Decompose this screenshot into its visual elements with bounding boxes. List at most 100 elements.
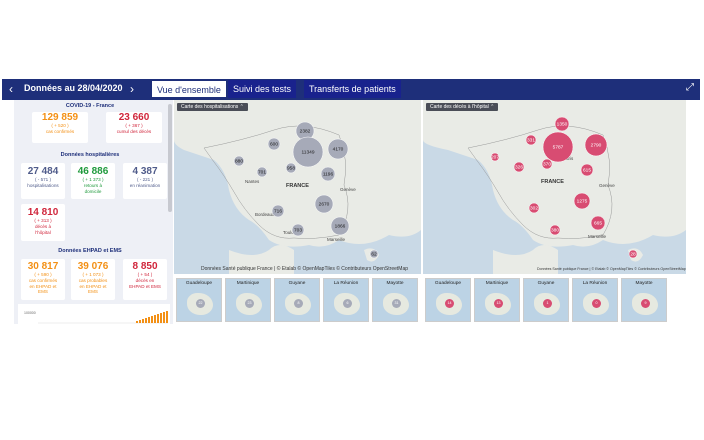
tab-transferts-patients[interactable]: Transferts de patients — [304, 80, 401, 98]
hosp-bubble[interactable]: 11349 — [292, 136, 324, 168]
deaths-bubble[interactable]: 1275 — [573, 192, 591, 210]
deaths-map[interactable]: Carte des décès à l'hôpital ⌃ FRANCE Par… — [423, 100, 686, 274]
deaths-dom-reunion[interactable]: La Réunion 0 — [572, 278, 618, 322]
hosp-bubble[interactable]: 4170 — [327, 138, 349, 160]
deaths-bubble[interactable]: 5787 — [542, 131, 574, 163]
dom-label: Guadeloupe — [434, 281, 462, 286]
deaths-card: 23 660 ( + 367 ) cumul des décès — [106, 112, 162, 143]
returned-delta: ( + 1 373 ) — [82, 177, 104, 182]
hosp-city-geneve: Genève — [340, 187, 356, 192]
svg-text:2790: 2790 — [591, 142, 602, 148]
hospital-section-title: Données hospitalières — [60, 152, 120, 158]
hosp-dom-guyane[interactable]: Guyane 8 — [274, 278, 320, 322]
dom-bubble: 1 — [543, 299, 552, 308]
hosp-city-nantes: Nantes — [245, 179, 260, 184]
ehpad-deaths-label-1: décès en — [135, 278, 155, 283]
deaths-dom-guyane[interactable]: Guyane 1 — [523, 278, 569, 322]
deaths-country-label: FRANCE — [541, 179, 564, 185]
deaths-map-toggle-button[interactable]: Carte des décès à l'hôpital ⌃ — [426, 103, 499, 111]
tab-vue-ensemble[interactable]: Vue d'ensemble — [151, 80, 227, 98]
deaths-bubble[interactable]: 2790 — [584, 133, 608, 157]
ehpad-deaths-value: 8 850 — [132, 261, 158, 272]
deaths-dom-martinique[interactable]: Martinique 13 — [474, 278, 520, 322]
hosp-country-label: FRANCE — [286, 183, 309, 189]
svg-text:2670: 2670 — [319, 201, 330, 207]
hosp-dom-guadeloupe[interactable]: Guadeloupe 22 — [176, 278, 222, 322]
deaths-map-attribution: Données Santé publique France | © Etalab… — [537, 267, 686, 271]
expand-icon[interactable]: ⤢ — [686, 82, 694, 93]
icu-value: 4 387 — [132, 166, 158, 177]
deaths-bubble[interactable]: 380 — [549, 224, 561, 236]
hosp-bubble[interactable]: 62 — [369, 249, 379, 259]
svg-text:380: 380 — [551, 227, 559, 233]
hosp-bubble[interactable]: 880 — [233, 155, 245, 167]
next-date-arrow-icon[interactable]: › — [130, 82, 134, 96]
stats-panel: COVID-19 - France 129 859 ( + 520 ) cas … — [14, 100, 173, 324]
icu-label: en réanimation — [129, 183, 161, 188]
deaths-bubble[interactable]: 207 — [490, 152, 499, 162]
ehpad-deaths-card: 8 850 ( + 54 ) décès en EHPAD et EMS — [123, 259, 167, 300]
hospital-deaths-delta: ( + 313 ) — [34, 218, 52, 223]
icu-card: 4 387 ( - 221 ) en réanimation — [123, 163, 167, 199]
ehpad-confirmed-delta: ( + 590 ) — [34, 272, 52, 277]
hosp-bubble[interactable]: 958 — [285, 162, 297, 174]
returned-label-1: retours à — [83, 183, 103, 188]
svg-text:600: 600 — [270, 141, 278, 147]
hosp-dom-reunion[interactable]: La Réunion 6 — [323, 278, 369, 322]
covid-section-title: COVID-19 - France — [65, 103, 115, 109]
hospitalisations-map[interactable]: Carte des hospitalisations ⌃ FRANCE Pari… — [174, 100, 421, 274]
hospital-deaths-card: 14 810 ( + 313 ) décès à l'hôpital — [21, 204, 65, 241]
hosp-bubble[interactable]: 703 — [291, 223, 305, 237]
svg-text:302: 302 — [530, 205, 538, 211]
deaths-bubble[interactable]: 302 — [528, 202, 540, 214]
deaths-dom-guadeloupe[interactable]: Guadeloupe 14 — [425, 278, 471, 322]
svg-text:2382: 2382 — [300, 128, 311, 134]
svg-text:701: 701 — [258, 169, 266, 175]
hosp-bubble[interactable]: 1866 — [330, 216, 350, 236]
deaths-bubble[interactable]: 370 — [541, 158, 553, 170]
svg-text:716: 716 — [274, 208, 282, 214]
hosp-bubble[interactable]: 716 — [271, 204, 285, 218]
ehpad-probable-card: 39 076 ( + 1 073 ) cas probables en EHPA… — [71, 259, 115, 300]
dom-bubble: 13 — [494, 299, 503, 308]
hosp-bubble[interactable]: 2670 — [314, 194, 334, 214]
confirmed-cases-card: 129 859 ( + 520 ) cas confirmés — [32, 112, 88, 143]
hosp-bubble[interactable]: 701 — [256, 166, 268, 178]
svg-text:1196: 1196 — [323, 171, 334, 177]
hosp-dom-mayotte[interactable]: Mayotte 31 — [372, 278, 418, 322]
dom-bubble: 8 — [294, 299, 303, 308]
dom-bubble: 14 — [445, 299, 454, 308]
ehpad-confirmed-label-1: cas confirmés — [28, 278, 58, 283]
ehpad-deaths-label-2: EHPAD et EMS — [129, 283, 161, 289]
dom-bubble: 22 — [196, 299, 205, 308]
tab-suivi-tests[interactable]: Suivi des tests — [228, 80, 297, 98]
ehpad-trend-chart: 100000 — [18, 304, 170, 324]
ehpad-probable-label-2: en EHPAD et — [79, 283, 107, 289]
svg-text:28: 28 — [630, 251, 636, 257]
hospitalisations-map-toggle-button[interactable]: Carte des hospitalisations ⌃ — [177, 103, 248, 111]
ehpad-probable-delta: ( + 1 073 ) — [82, 272, 104, 277]
hospitalized-label: hospitalisations — [27, 183, 59, 188]
svg-text:62: 62 — [371, 251, 377, 257]
dom-label: Mayotte — [386, 281, 404, 286]
dom-bubble: 6 — [343, 299, 352, 308]
stats-panel-scrollbar[interactable] — [168, 104, 172, 212]
svg-text:615: 615 — [583, 167, 591, 173]
hosp-bubble[interactable]: 1196 — [320, 166, 336, 182]
deaths-bubble[interactable]: 1350 — [554, 116, 570, 132]
hosp-bubble[interactable]: 600 — [267, 137, 281, 151]
deaths-dom-mayotte[interactable]: Mayotte 9 — [621, 278, 667, 322]
previous-date-arrow-icon[interactable]: ‹ — [9, 82, 13, 96]
deaths-bubble[interactable]: 28 — [628, 249, 638, 259]
deaths-bubble[interactable]: 326 — [513, 161, 525, 173]
hosp-dom-martinique[interactable]: Martinique 23 — [225, 278, 271, 322]
svg-text:331: 331 — [527, 137, 535, 143]
deaths-bubble[interactable]: 615 — [580, 163, 594, 177]
deaths-bubble[interactable]: 331 — [525, 134, 537, 146]
dom-label: Martinique — [236, 281, 260, 286]
svg-text:958: 958 — [287, 165, 295, 171]
deaths-city-paris: Paris — [563, 156, 574, 161]
ehpad-probable-label-1: cas probables — [78, 278, 108, 283]
dom-label: La Réunion — [582, 281, 608, 286]
deaths-bubble[interactable]: 665 — [590, 215, 606, 231]
